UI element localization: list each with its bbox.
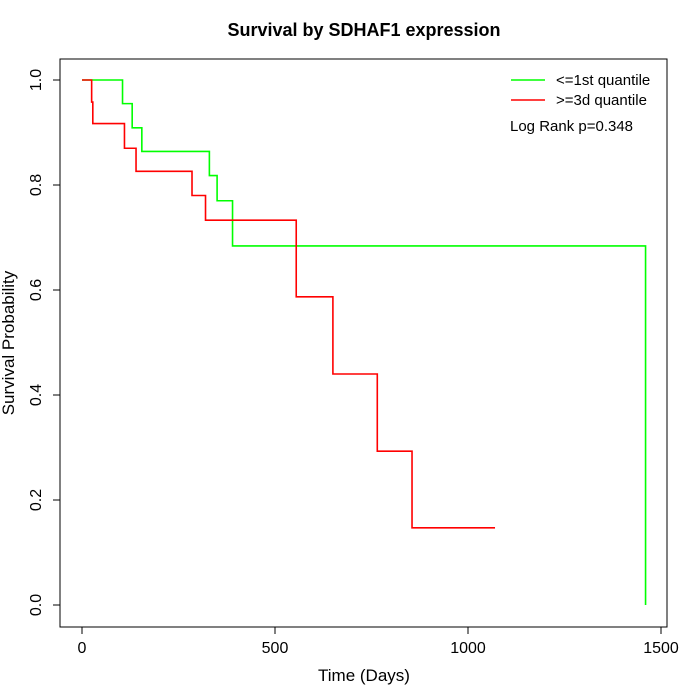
- series-line-0: [82, 79, 647, 605]
- x-tick-label: 1000: [450, 640, 486, 657]
- x-tick-label: 0: [78, 640, 87, 657]
- y-tick-label: 0.2: [28, 489, 45, 511]
- x-axis-label: Time (Days): [318, 666, 410, 685]
- chart-title: Survival by SDHAF1 expression: [227, 20, 500, 40]
- y-tick-label: 0.6: [28, 279, 45, 301]
- y-axis-label: Survival Probability: [0, 270, 18, 415]
- x-tick-label: 1500: [643, 640, 679, 657]
- y-tick-label: 1.0: [28, 69, 45, 91]
- series-layer: [82, 79, 647, 605]
- y-tick-label: 0.0: [28, 594, 45, 616]
- legend-label-high: >=3d quantile: [556, 92, 647, 109]
- x-tick-label: 500: [262, 640, 289, 657]
- x-axis: 0 500 1000 1500: [78, 626, 679, 657]
- y-tick-label: 0.4: [28, 384, 45, 406]
- legend: <=1st quantile >=3d quantile Log Rank p=…: [510, 72, 650, 135]
- legend-label-low: <=1st quantile: [556, 72, 650, 89]
- series-line-1: [82, 79, 496, 529]
- plot-frame: [59, 58, 668, 628]
- y-axis: 0.0 0.2 0.4 0.6 0.8 1.0: [28, 69, 61, 616]
- y-tick-label: 0.8: [28, 174, 45, 196]
- log-rank-annotation: Log Rank p=0.348: [510, 118, 633, 135]
